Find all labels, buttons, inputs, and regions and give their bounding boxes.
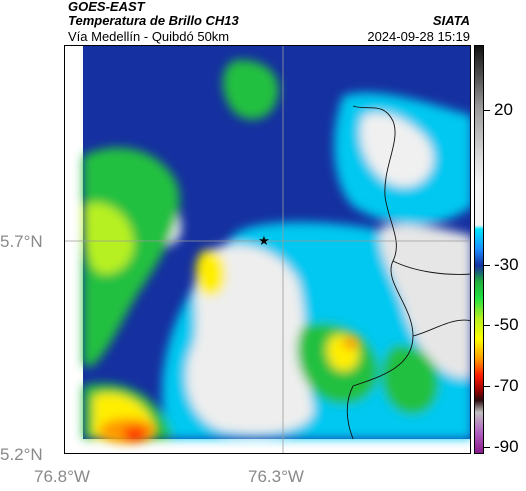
green-north [222, 60, 279, 120]
region-subtitle: Vía Medellín - Quibdó 50km [68, 29, 230, 44]
colorbar-label-minus90: -90 [494, 437, 519, 456]
red-hotspot [123, 427, 147, 441]
colorbar-tick-minus50 [484, 325, 490, 326]
colorbar-tick-minus90 [484, 447, 490, 448]
lon-label-2: 76.3°W [248, 467, 304, 486]
colorbar-label-minus70: -70 [494, 376, 519, 395]
colorbar-tick-20 [484, 110, 490, 111]
yellow-spot-west [195, 250, 226, 297]
satellite-map[interactable]: ★ [64, 45, 471, 454]
lat-label-2: 5.2°N [0, 445, 43, 464]
orange-spot-south [343, 338, 359, 348]
colorbar-tick-minus30 [484, 265, 490, 266]
location-star-icon: ★ [258, 234, 270, 249]
lat-label-1: 5.7°N [0, 232, 43, 251]
product-title: Temperatura de Brillo CH13 [68, 13, 239, 28]
brand-label: SIATA [432, 13, 470, 28]
border-line-east [392, 260, 470, 275]
imagery-layer [83, 46, 470, 443]
cold-core-north [360, 112, 434, 187]
colorbar-label-minus50: -50 [494, 315, 519, 334]
colorbar [474, 45, 484, 454]
border-line-southeast [412, 319, 470, 337]
satellite-source: GOES-EAST [68, 0, 145, 14]
lon-label-1: 76.8°W [34, 467, 90, 486]
colorbar-label-minus30: -30 [494, 255, 519, 274]
green-southeast [381, 345, 439, 415]
green-west [83, 147, 180, 366]
brightness-temperature-field: ★ [65, 46, 470, 453]
timestamp: 2024-09-28 15:19 [367, 29, 470, 44]
colorbar-label-20: 20 [494, 100, 513, 119]
lime-west [83, 202, 134, 275]
cold-core-east [380, 224, 470, 378]
colorbar-tick-minus70 [484, 386, 490, 387]
